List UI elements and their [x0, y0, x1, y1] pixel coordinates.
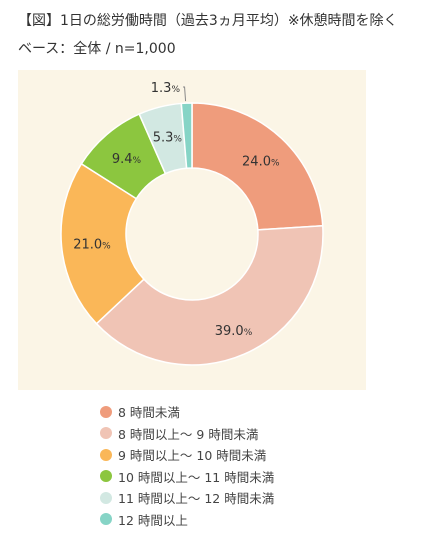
donut-slice — [180, 102, 193, 170]
leader-line — [183, 86, 187, 102]
legend-swatch — [100, 405, 112, 418]
donut-slice — [60, 162, 145, 325]
legend-item: 10 時間以上～ 11 時間未満 — [100, 466, 274, 488]
slice-value-label: 24.0% — [242, 155, 280, 170]
legend-swatch — [100, 448, 112, 461]
chart-legend: 8 時間未満 8 時間以上～ 9 時間未満 9 時間以上～ 10 時間未満 10 時間… — [100, 401, 274, 530]
legend-label: 12 時間以上 — [118, 512, 188, 528]
donut-chart: 24.0% 39.0% 21.0% 9.4% 5.3% 1.3% — [60, 81, 324, 366]
legend-swatch — [100, 427, 112, 440]
legend-item: 8 時間未満 — [100, 401, 274, 423]
legend-label: 11 時間以上～ 12 時間未満 — [118, 491, 275, 507]
slice-value-label: 1.3% — [151, 81, 181, 96]
chart-subtitle: ベース：全体 / n=1,000 — [18, 41, 176, 57]
donut-slice — [191, 102, 324, 231]
legend-label: 10 時間以上～ 11 時間未満 — [118, 469, 275, 485]
chart-title: 【図】1日の総労働時間（過去3ヵ月平均）※休憩時間を除く — [18, 13, 398, 29]
donut-slice — [95, 224, 324, 366]
legend-label: 9 時間以上～ 10 時間未満 — [118, 448, 267, 464]
slice-value-label: 21.0% — [73, 237, 111, 252]
legend-item: 9 時間以上～ 10 時間未満 — [100, 444, 274, 466]
legend-item: 11 時間以上～ 12 時間未満 — [100, 487, 274, 509]
legend-swatch — [100, 470, 112, 483]
slice-value-label: 39.0% — [215, 324, 253, 339]
legend-item: 8 時間以上～ 9 時間未満 — [100, 423, 274, 445]
slice-value-label: 5.3% — [153, 131, 183, 146]
legend-label: 8 時間以上～ 9 時間未満 — [118, 426, 259, 442]
legend-swatch — [100, 513, 112, 526]
legend-swatch — [100, 491, 112, 504]
legend-label: 8 時間未満 — [118, 405, 180, 421]
chart-panel: 24.0% 39.0% 21.0% 9.4% 5.3% 1.3% — [18, 70, 366, 390]
legend-item: 12 時間以上 — [100, 509, 274, 531]
slice-value-label: 9.4% — [112, 152, 142, 167]
